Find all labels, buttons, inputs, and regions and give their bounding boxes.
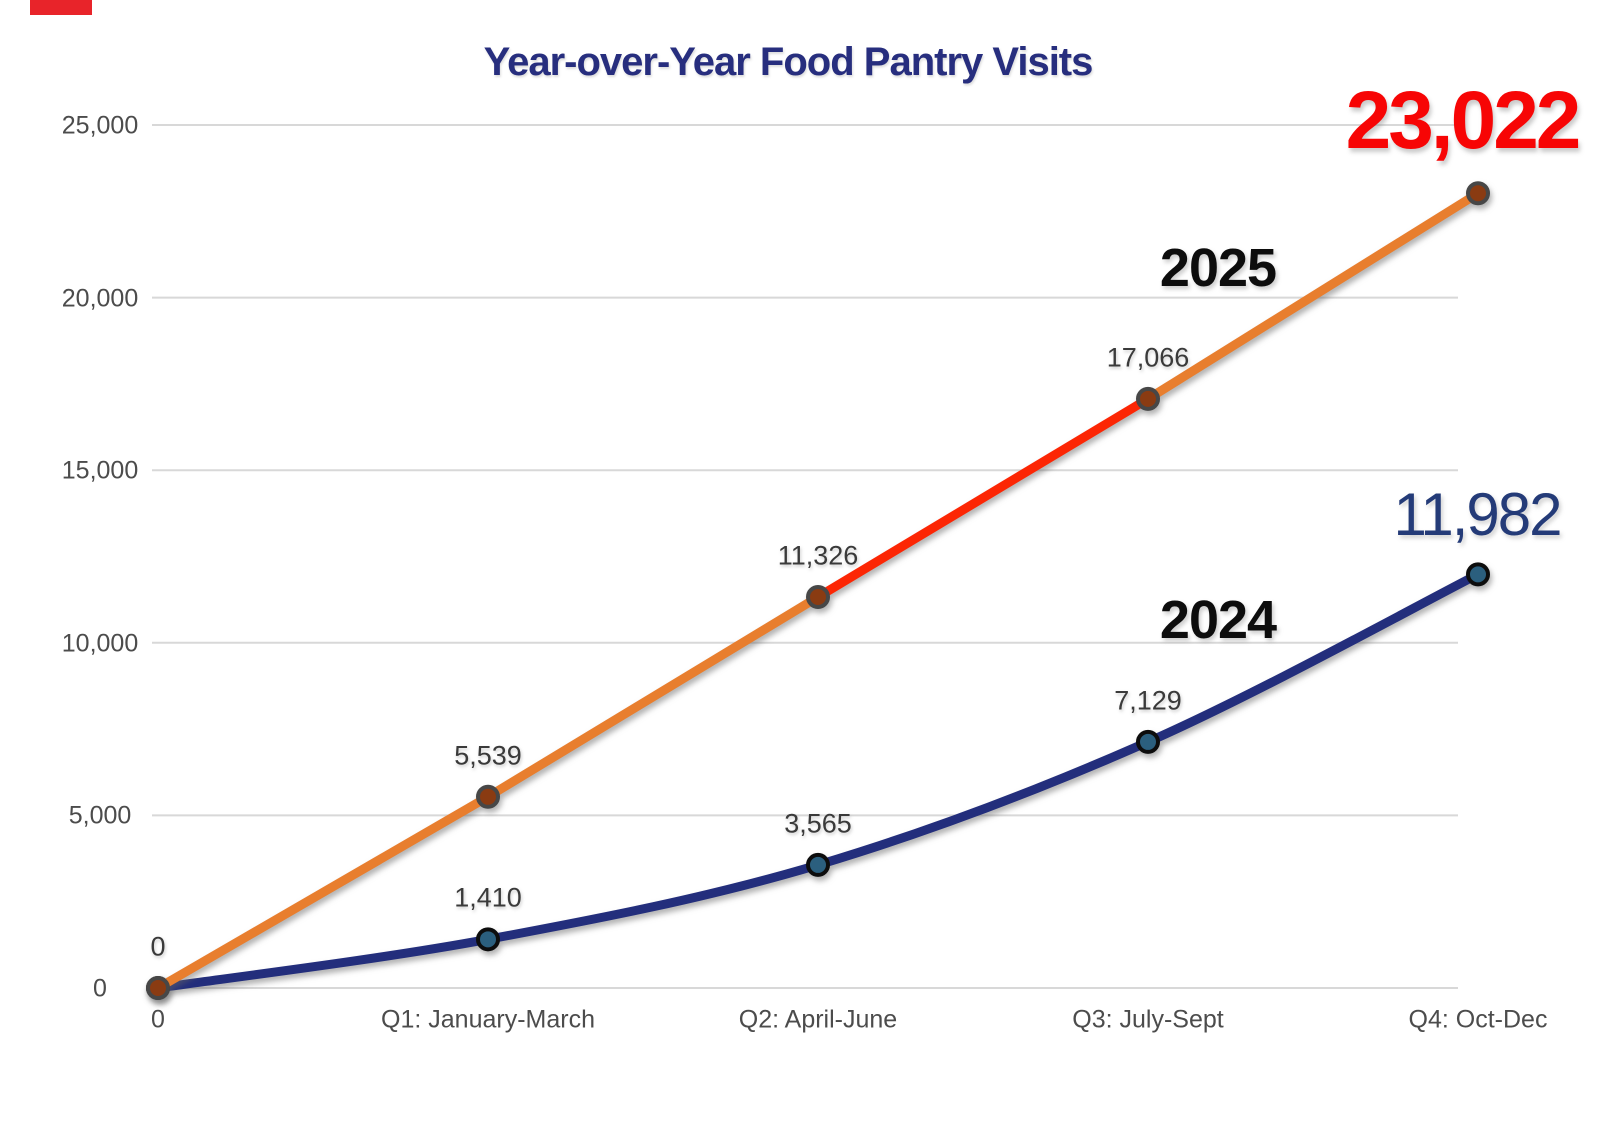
data-label-2024-3: 7,129 <box>1114 685 1182 716</box>
series-2024-point-3 <box>1136 729 1160 754</box>
series-2024-line <box>153 569 1483 993</box>
series-2025-point-1 <box>476 784 500 809</box>
x-tick-label-3: Q3: July-Sept <box>1072 1005 1224 1034</box>
top-left-red-accent-shape <box>30 0 92 15</box>
x-tick-label-4: Q4: Oct-Dec <box>1408 1005 1548 1034</box>
final-value-label-2024: 11,982 <box>1393 481 1562 548</box>
y-tick-label-25,000: 25,000 <box>61 111 139 140</box>
gridlines-group <box>152 124 1458 989</box>
final-value-label-2025: 23,022 <box>1345 75 1582 166</box>
series-2024-point-4 <box>1466 562 1490 587</box>
series-2025-line-segment-1 <box>483 592 823 802</box>
x-tick-label-0: 0 <box>151 1005 165 1034</box>
series-2025-group <box>146 181 1490 1000</box>
series-2024-point-2 <box>806 852 830 877</box>
series-2025-line-segment-3 <box>1143 188 1483 404</box>
series-label-2025: 2025 <box>1159 238 1277 298</box>
data-label-2025-1: 5,539 <box>454 740 522 771</box>
y-tick-label-15,000: 15,000 <box>61 456 139 485</box>
y-tick-label-10,000: 10,000 <box>61 629 139 658</box>
data-label-2025-2: 11,326 <box>777 540 859 571</box>
data-label-2024-1: 1,410 <box>454 882 522 913</box>
y-tick-label-0: 0 <box>93 974 107 1003</box>
series-2025-point-4 <box>1466 181 1490 206</box>
series-2025-line-segment-0 <box>153 792 493 993</box>
series-2025-point-0 <box>146 976 170 1000</box>
data-label-2025-3: 17,066 <box>1106 342 1190 373</box>
x-tick-label-1: Q1: January-March <box>381 1005 595 1034</box>
chart-title: Year-over-Year Food Pantry Visits <box>483 40 1094 84</box>
series-2024-group <box>146 562 1490 1000</box>
series-2025-point-3 <box>1136 386 1160 411</box>
y-tick-label-5,000: 5,000 <box>68 801 132 830</box>
series-2025-line-segment-2 <box>813 394 1153 602</box>
data-label-2024-2: 3,565 <box>784 808 852 839</box>
y-tick-label-20,000: 20,000 <box>61 284 139 313</box>
x-tick-label-2: Q2: April-June <box>738 1005 898 1034</box>
data-label-2025-0: 0 <box>150 931 166 962</box>
series-2024-point-1 <box>476 927 500 952</box>
series-label-2024: 2024 <box>1159 590 1277 650</box>
series-2025-point-2 <box>806 585 830 610</box>
